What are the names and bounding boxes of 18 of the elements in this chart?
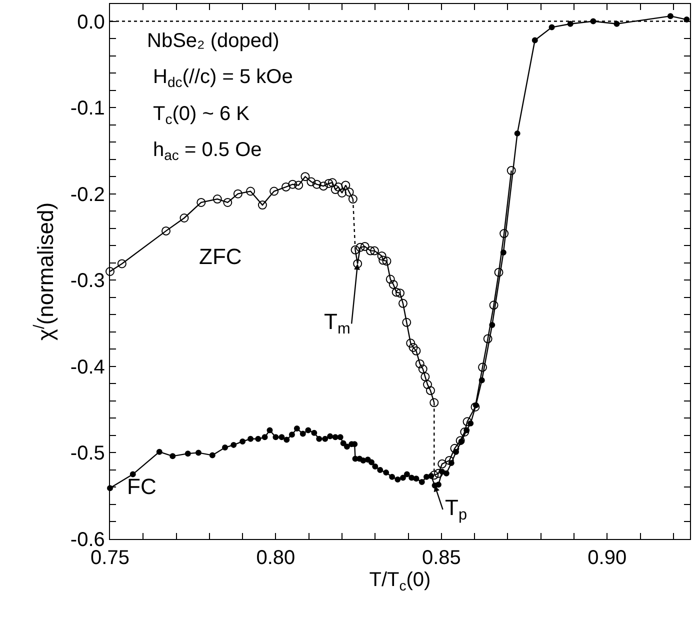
annotation: T$_{c}$(0) ~ 6 K — [153, 103, 250, 128]
annotation: T$_{p}$ — [445, 495, 468, 524]
annotation: H$_{dc}$(//c) = 5 kOe — [153, 66, 293, 90]
x-tick-label: 0.80 — [256, 547, 296, 570]
y-tick-label: -0.3 — [70, 270, 105, 292]
y-tick-label: 0.0 — [77, 11, 105, 34]
annotation: h$_{ac}$ = 0.5 Oe — [153, 139, 262, 164]
y-tick-label: -0.4 — [70, 356, 105, 378]
y-tick-label: -0.5 — [70, 442, 105, 465]
x-axis-title: T/T$_{c}$(0) — [369, 569, 431, 594]
annotation: ZFC — [199, 244, 242, 269]
y-tick-label: -0.1 — [70, 98, 105, 120]
annotation: T$_{m}$ — [324, 309, 350, 338]
y-tick-label: -0.2 — [70, 184, 105, 206]
annotation: NbSe₂ (doped) — [147, 30, 280, 52]
x-tick-label: 0.90 — [588, 547, 627, 570]
x-tick-label: 0.85 — [422, 547, 461, 570]
annotation: FC — [127, 474, 156, 499]
